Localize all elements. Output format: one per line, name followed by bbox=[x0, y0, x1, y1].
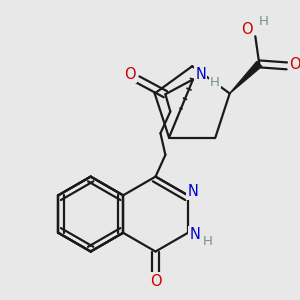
Polygon shape bbox=[230, 61, 262, 94]
Text: O: O bbox=[242, 22, 253, 37]
Text: N: N bbox=[188, 184, 198, 199]
Text: N: N bbox=[195, 67, 206, 82]
Text: H: H bbox=[203, 235, 213, 248]
Text: O: O bbox=[289, 57, 300, 72]
Text: H: H bbox=[258, 15, 268, 28]
Text: O: O bbox=[124, 67, 136, 82]
Text: H: H bbox=[210, 76, 220, 89]
Text: N: N bbox=[189, 227, 200, 242]
Text: O: O bbox=[150, 274, 161, 289]
